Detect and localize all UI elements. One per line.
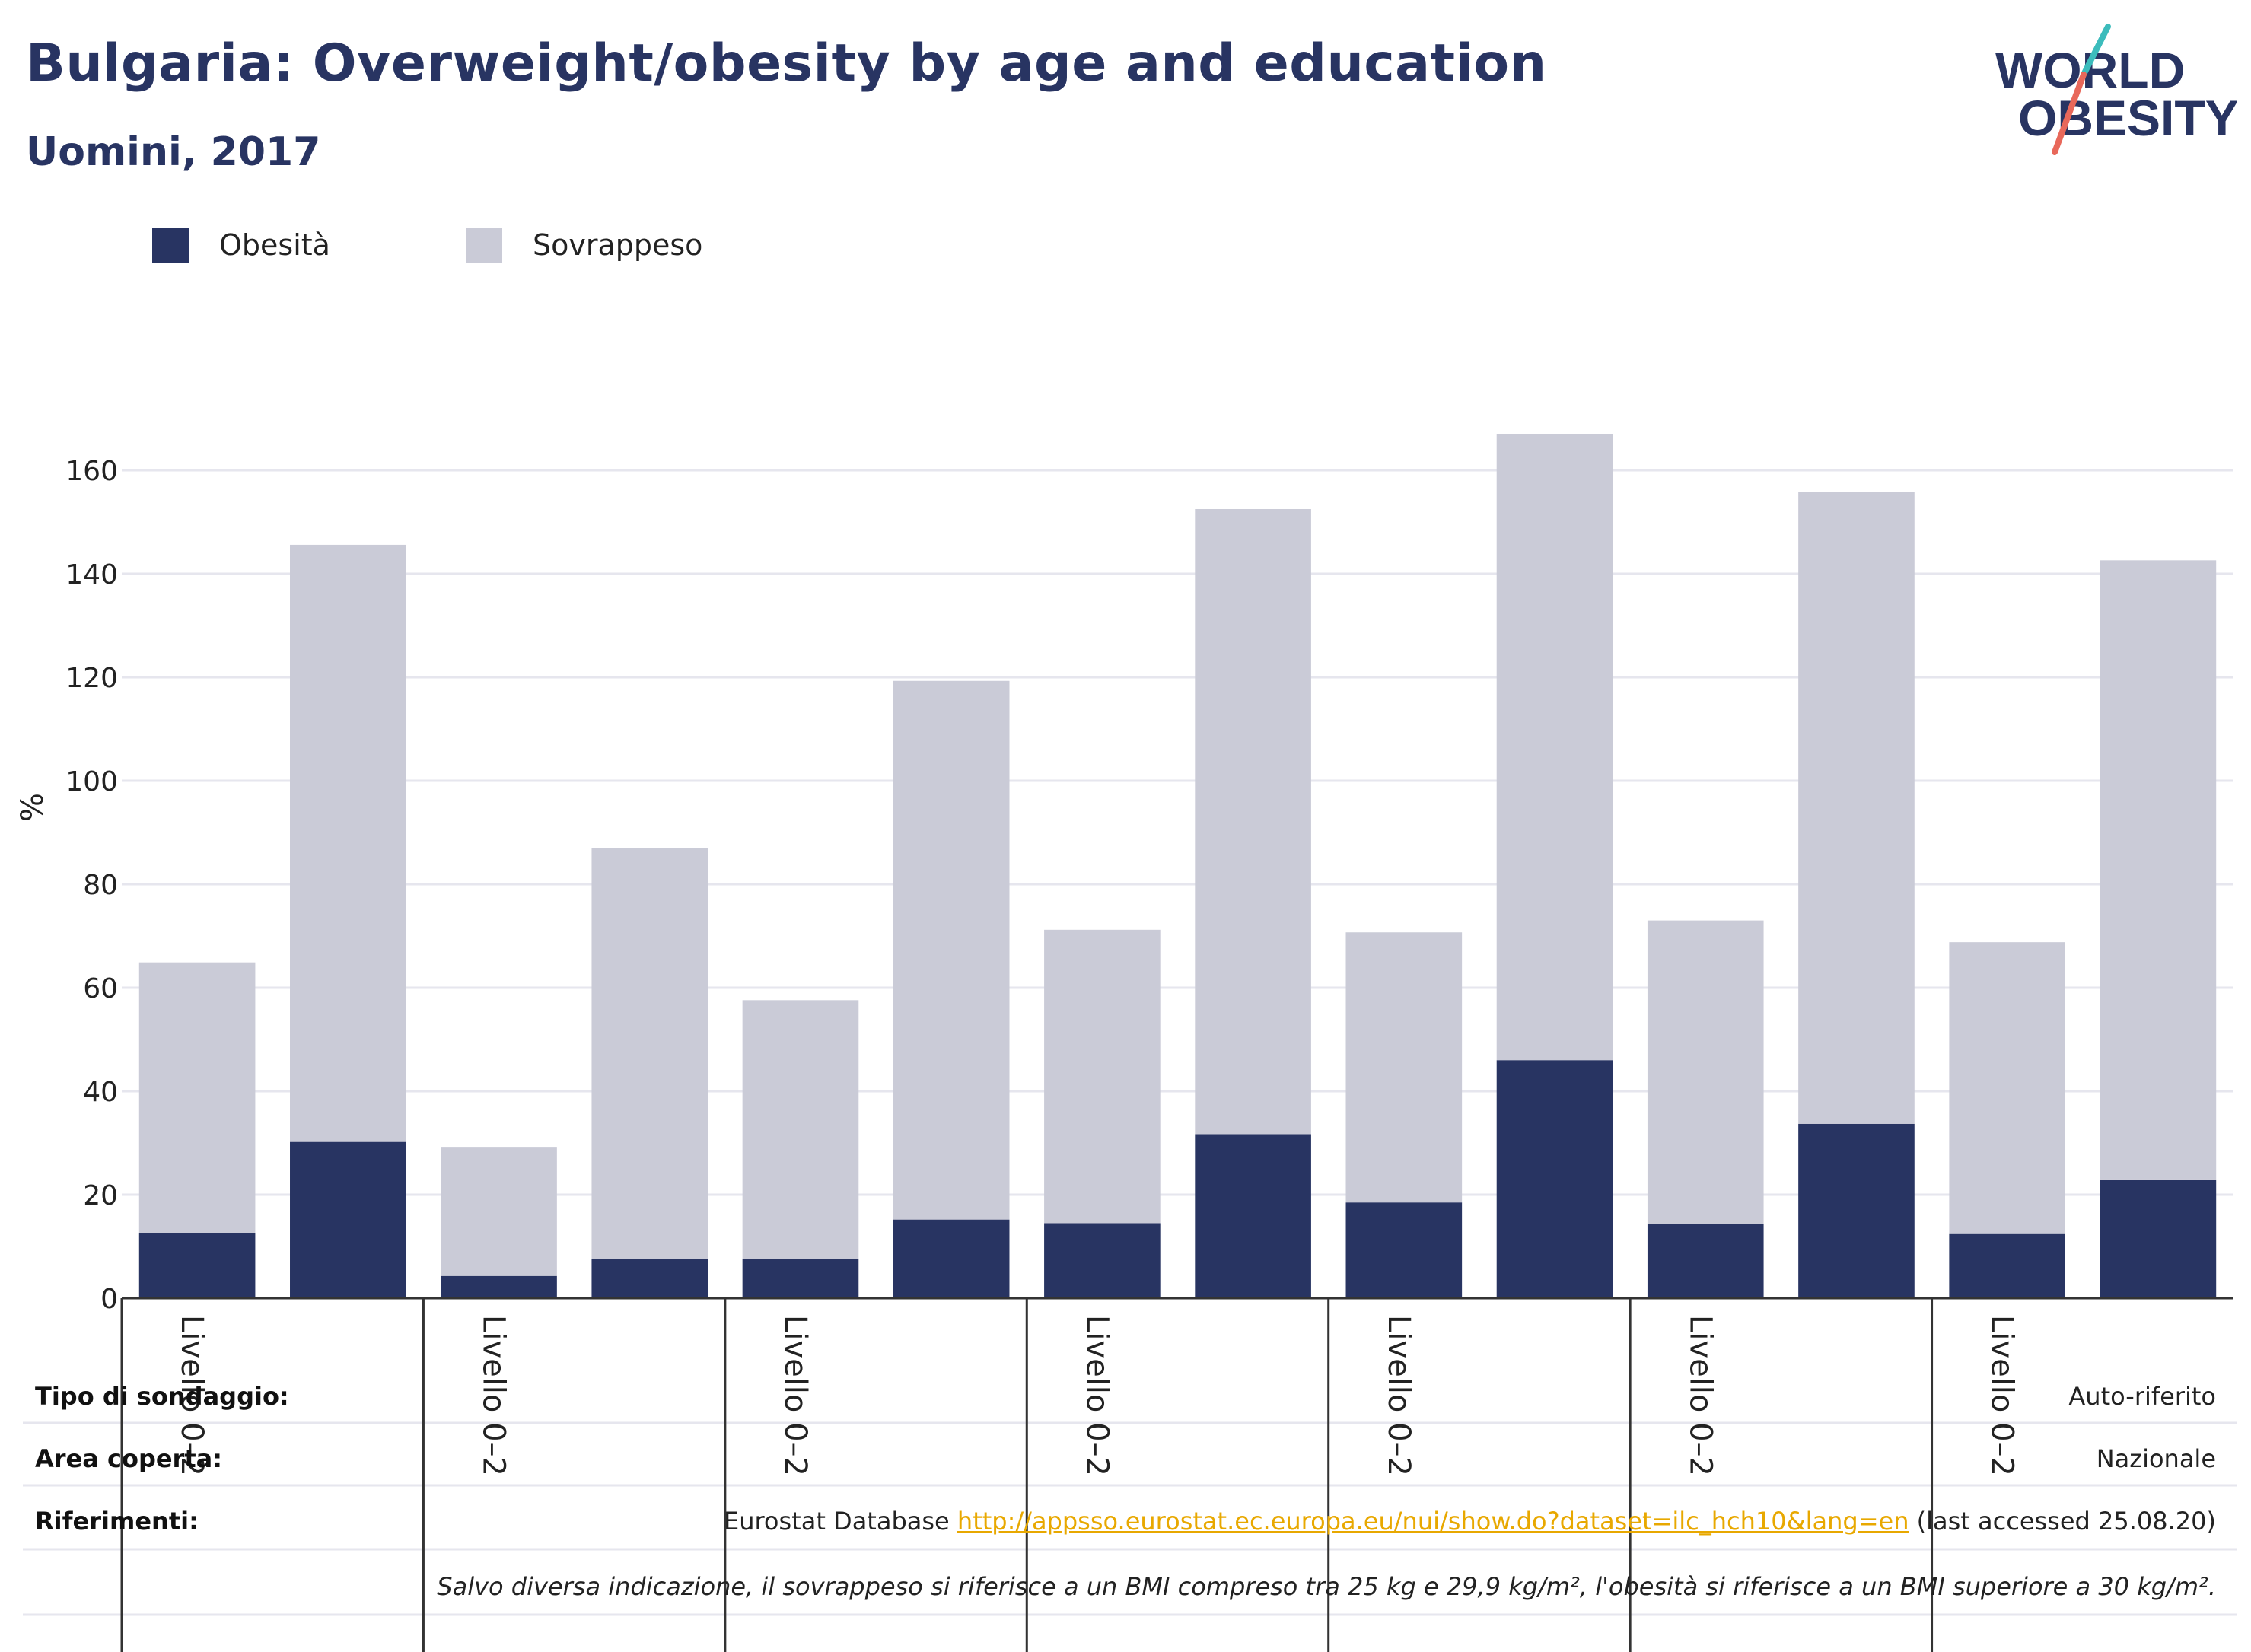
x-group-label: Livello 0–2 (1079, 1315, 1114, 1476)
bar-overweight (742, 1000, 859, 1259)
bar-overweight (1345, 932, 1463, 1203)
bar-overweight (1798, 492, 1915, 1124)
bars (138, 434, 2217, 1298)
bar-obesity (441, 1275, 557, 1298)
axes (120, 1297, 2233, 1652)
bar-overweight (2100, 560, 2217, 1180)
y-tick-label: 140 (65, 559, 118, 590)
bar-overweight (591, 848, 708, 1259)
bar-obesity (591, 1259, 708, 1298)
x-group-label: Livello 0–2 (1381, 1315, 1416, 1476)
logo-line2: OBESITY (2018, 90, 2237, 146)
bar-obesity (1647, 1224, 1764, 1298)
bar-obesity (1195, 1134, 1311, 1298)
references-link[interactable]: http://appsso.eurostat.ec.europa.eu/nui/… (957, 1507, 1909, 1536)
y-tick-labels: 0 20 40 60 80 100 120 140 160 (65, 456, 118, 1315)
legend-swatch-overweight (466, 228, 502, 263)
bar-overweight (1647, 920, 1764, 1224)
bar-overweight (1195, 509, 1311, 1135)
survey-type-label: Tipo di sondaggio: (35, 1382, 289, 1411)
y-tick-label: 100 (65, 766, 118, 797)
bar-obesity (742, 1259, 859, 1298)
x-group-label: Livello 0–2 (778, 1315, 813, 1476)
legend-label-overweight: Sovrappeso (533, 228, 703, 262)
bar-overweight (1044, 929, 1161, 1224)
x-group-label: Livello 0–2 (174, 1315, 209, 1476)
x-group-label: Livello 0–2 (1985, 1315, 2020, 1476)
definition-note: Salvo diversa indicazione, il sovrappeso… (437, 1572, 2216, 1601)
y-tick-label: 60 (83, 973, 118, 1004)
world-obesity-logo: WORLD OBESITY (1995, 24, 2237, 155)
bar-overweight (1496, 434, 1613, 1061)
y-tick-label: 0 (100, 1284, 118, 1315)
bar-overweight (441, 1147, 557, 1276)
references-value: Eurostat Database http://appsso.eurostat… (724, 1507, 2216, 1536)
area-covered-value: Nazionale (2096, 1444, 2216, 1473)
area-covered-label: Area coperta: (35, 1444, 223, 1473)
references-prefix: Eurostat Database (723, 1507, 957, 1536)
references-suffix: (last accessed 25.08.20) (1909, 1507, 2216, 1536)
y-tick-label: 80 (83, 870, 118, 901)
references-label: Riferimenti: (35, 1507, 199, 1536)
bar-overweight (893, 680, 1010, 1220)
bar-obesity (1345, 1202, 1463, 1298)
legend-item-obesity[interactable]: Obesità (152, 225, 330, 265)
x-group-label: Livello 0–2 (476, 1315, 511, 1476)
y-axis-label: % (15, 792, 50, 822)
grid-lines (122, 469, 2233, 1196)
bar-overweight (138, 962, 256, 1233)
logo-line1: WORLD (1995, 42, 2185, 98)
bar-obesity (138, 1233, 256, 1298)
y-tick-label: 120 (65, 663, 118, 694)
bar-obesity (1798, 1123, 1915, 1298)
bar-obesity (2100, 1179, 2217, 1298)
bar-obesity (893, 1219, 1010, 1298)
x-group-label: Livello 0–2 (1683, 1315, 1718, 1476)
y-tick-label: 160 (65, 456, 118, 487)
bar-obesity (1044, 1223, 1161, 1298)
y-tick-label: 20 (83, 1180, 118, 1211)
chart-title: Bulgaria: Overweight/obesity by age and … (26, 33, 1547, 94)
legend-label-obesity: Obesità (219, 228, 330, 262)
y-tick-label: 40 (83, 1077, 118, 1108)
legend-item-overweight[interactable]: Sovrappeso (466, 225, 702, 265)
chart-subtitle: Uomini, 2017 (26, 129, 321, 175)
legend-swatch-obesity (152, 228, 189, 263)
logo-slash-coral (2052, 72, 2087, 155)
bar-obesity (1496, 1060, 1613, 1298)
bar-overweight (290, 544, 406, 1142)
bar-obesity (1949, 1233, 2065, 1298)
x-group-labels: Livello 0–2 Livello 0–2 Livello 0–2 Livello… (174, 1315, 2020, 1476)
info-table-lines (23, 1421, 2237, 1616)
logo-slash-teal (2081, 24, 2111, 78)
survey-type-value: Auto-riferito (2068, 1382, 2216, 1411)
bar-obesity (290, 1141, 406, 1298)
bar-overweight (1949, 942, 2065, 1234)
